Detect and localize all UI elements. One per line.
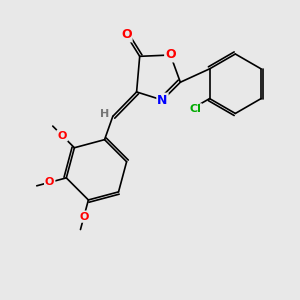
Text: O: O	[58, 130, 67, 140]
Text: O: O	[121, 28, 132, 41]
Text: O: O	[79, 212, 88, 222]
Text: O: O	[45, 177, 54, 187]
Text: H: H	[100, 109, 109, 119]
Text: Cl: Cl	[190, 104, 201, 114]
Text: O: O	[165, 49, 176, 62]
Text: N: N	[157, 94, 168, 106]
Text: O: O	[58, 130, 67, 140]
Text: O: O	[45, 177, 54, 187]
Text: O: O	[79, 212, 88, 222]
